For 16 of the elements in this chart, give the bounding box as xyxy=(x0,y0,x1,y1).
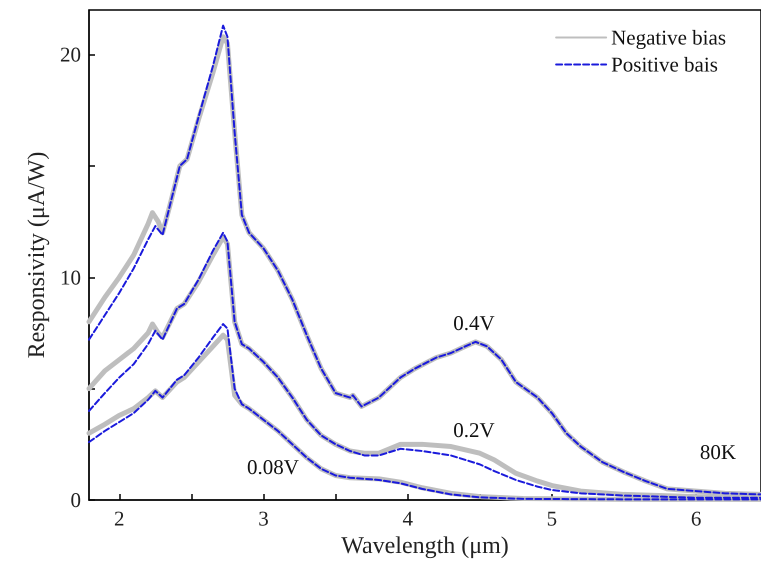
legend-label: Positive bais xyxy=(611,52,718,76)
x-tick-label: 6 xyxy=(690,506,702,530)
x-tick-label: 3 xyxy=(258,506,269,530)
y-tick-label: 10 xyxy=(60,265,81,290)
legend-label: Negative bias xyxy=(611,26,726,50)
y-tick-label: 0 xyxy=(70,488,81,512)
x-tick-label: 5 xyxy=(546,506,558,530)
annotation: 80K xyxy=(700,440,736,464)
annotation: 0.08V xyxy=(247,455,299,479)
x-tick-label: 4 xyxy=(402,506,414,530)
annotation: 0.2V xyxy=(453,418,495,442)
y-axis-title: Responsivity (μA/W) xyxy=(24,152,50,358)
y-tick-label: 20 xyxy=(60,42,81,67)
x-tick-label: 2 xyxy=(114,506,125,530)
x-axis-title: Wavelength (μm) xyxy=(341,533,509,559)
annotation: 0.4V xyxy=(453,311,495,335)
